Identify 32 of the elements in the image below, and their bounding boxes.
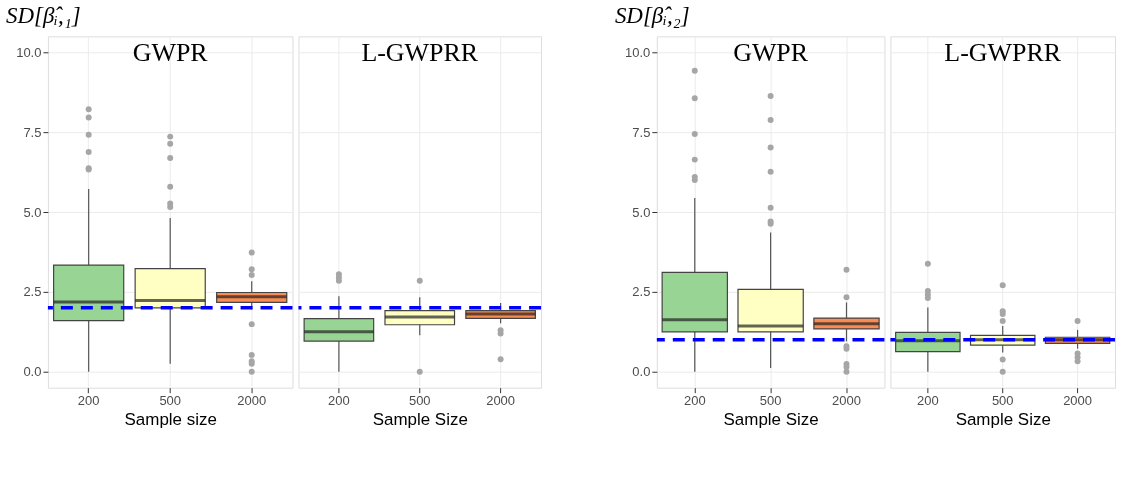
x-tick-label: 200 [328, 393, 350, 409]
chart-title: GWPR [132, 38, 209, 68]
y-tick-label: 2.5 [23, 284, 42, 300]
x-tick-label: 2000 [832, 393, 861, 409]
x-tick-label: 500 [408, 393, 431, 409]
y-axis-title: SD[β̂ᵢ,₁] [5, 3, 81, 29]
x-tick-label: 200 [683, 393, 706, 409]
y-tick-label: 5.0 [632, 204, 651, 220]
y-tick-label: 7.5 [23, 124, 42, 140]
y-tick-label: 2.5 [632, 284, 651, 300]
y-tick-label: 7.5 [632, 124, 651, 140]
x-tick-label: 2000 [486, 393, 516, 409]
y-tick-label: 0.0 [23, 364, 42, 380]
x-tick-label: 2000 [237, 393, 267, 409]
x-tick-label: 200 [77, 393, 100, 409]
y-axis-title: SD[β̂ᵢ,₂] [614, 3, 690, 29]
x-axis-title: Sample Size [955, 410, 1051, 430]
y-tick-label: 10.0 [16, 44, 42, 60]
y-tick-label: 0.0 [632, 364, 651, 380]
x-tick-label: 500 [991, 393, 1014, 409]
x-tick-label: 200 [917, 393, 939, 409]
x-tick-label: 500 [759, 393, 782, 409]
chart-title: L-GWPRR [361, 38, 479, 68]
x-tick-label: 500 [159, 393, 182, 409]
x-axis-title: Sample Size [372, 410, 468, 430]
chart-title: L-GWPRR [944, 38, 1062, 68]
x-tick-label: 2000 [1063, 393, 1093, 409]
x-axis-title: Sample size [124, 410, 217, 430]
y-tick-label: 5.0 [23, 204, 42, 220]
x-axis-title: Sample Size [723, 410, 819, 430]
chart-title: GWPR [733, 38, 809, 68]
y-tick-label: 10.0 [625, 44, 651, 60]
